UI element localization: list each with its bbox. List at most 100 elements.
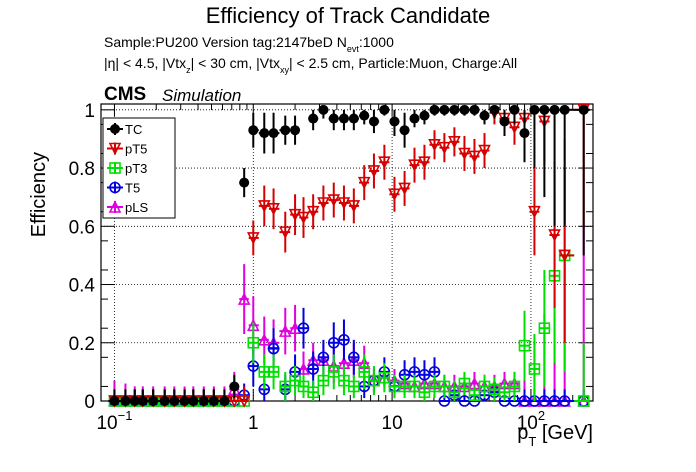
- data-point: [518, 339, 531, 352]
- y-tick-label: 0: [84, 392, 95, 413]
- y-tick-label: 0.2: [69, 334, 95, 355]
- data-point: [438, 380, 451, 393]
- data-point: [399, 125, 410, 136]
- x-tick-label: 102: [517, 408, 545, 434]
- data-point: [297, 362, 310, 375]
- data-point: [290, 125, 301, 136]
- data-point: [528, 205, 541, 219]
- data-point: [418, 386, 431, 399]
- data-point: [348, 351, 360, 364]
- data-point: [398, 182, 411, 196]
- data-point: [367, 165, 381, 178]
- y-tick-label: 1: [84, 101, 95, 122]
- data-point: [528, 363, 541, 375]
- data-point: [489, 104, 500, 115]
- data-point: [408, 380, 421, 393]
- data-point: [229, 381, 240, 392]
- data-point: [348, 380, 360, 393]
- data-point: [357, 176, 371, 190]
- series-tc: [108, 104, 590, 406]
- data-point: [439, 104, 450, 115]
- sample-text: Sample:PU200 Version tag:2147beD N: [104, 34, 347, 50]
- cuts-part-2: | < 30 cm, |Vtx: [190, 55, 280, 71]
- cms-label: CMS: [104, 84, 147, 105]
- data-point: [338, 374, 350, 387]
- data-point: [169, 396, 180, 406]
- data-point: [478, 144, 491, 158]
- data-point: [257, 333, 271, 346]
- nevt-value: :1000: [358, 34, 394, 50]
- sample-info: Sample:PU200 Version tag:2147beD Nevt:10…: [104, 34, 394, 54]
- data-point: [148, 396, 159, 406]
- data-point: [449, 104, 460, 115]
- data-point: [307, 363, 319, 375]
- data-point: [297, 211, 310, 225]
- legend-label: TC: [125, 122, 142, 137]
- data-point: [468, 150, 481, 164]
- data-point: [317, 197, 330, 210]
- chart-title: Efficiency of Track Candidate: [205, 3, 491, 28]
- data-point: [317, 351, 330, 364]
- data-point: [549, 104, 560, 115]
- data-point: [219, 396, 230, 406]
- data-point: [267, 203, 280, 216]
- data-point: [188, 396, 199, 406]
- data-point: [137, 396, 148, 406]
- y-tick-label: 0.8: [69, 159, 95, 180]
- data-point: [519, 128, 530, 139]
- data-point: [248, 125, 259, 136]
- data-point: [378, 156, 391, 170]
- data-point: [428, 138, 441, 152]
- data-point: [279, 380, 292, 393]
- data-point: [208, 396, 219, 406]
- data-point: [327, 366, 340, 378]
- data-point: [179, 396, 190, 406]
- data-point: [418, 156, 431, 170]
- data-point: [289, 374, 301, 387]
- nevt-subscript: evt: [346, 44, 359, 54]
- data-point: [558, 249, 571, 263]
- data-point: [129, 396, 140, 406]
- data-point: [278, 324, 292, 337]
- data-point: [308, 113, 319, 124]
- data-point: [247, 336, 260, 349]
- data-point: [318, 104, 329, 115]
- legend-marker: [108, 142, 122, 156]
- data-point: [538, 322, 551, 335]
- data-point: [259, 128, 270, 139]
- legend-marker: [108, 200, 122, 213]
- data-point: [408, 159, 421, 172]
- data-point: [348, 113, 359, 124]
- legend-label: pT5: [125, 142, 147, 157]
- data-point: [559, 104, 570, 115]
- data-point: [558, 395, 571, 407]
- cuts-sub-2: xy: [279, 65, 289, 75]
- simulation-label: Simulation: [162, 86, 242, 105]
- data-point: [239, 177, 250, 188]
- data-point: [307, 386, 319, 399]
- data-point: [198, 396, 209, 406]
- data-point: [109, 396, 120, 406]
- data-point: [317, 374, 330, 387]
- data-point: [288, 321, 302, 335]
- data-point: [548, 229, 561, 242]
- plot-frame: [100, 103, 594, 402]
- data-point: [347, 200, 361, 213]
- data-point: [419, 110, 430, 121]
- data-point: [368, 116, 379, 127]
- legend-marker: [110, 124, 120, 134]
- data-point: [280, 125, 291, 136]
- data-point: [288, 208, 302, 222]
- data-point: [448, 386, 461, 399]
- data-point: [578, 104, 589, 115]
- data-point: [388, 188, 401, 202]
- data-point: [337, 197, 351, 210]
- data-point: [328, 113, 339, 124]
- y-tick-label: 0.6: [69, 217, 95, 238]
- cuts-sub-1: z: [186, 65, 191, 75]
- data-point: [448, 136, 461, 149]
- data-point: [237, 395, 251, 408]
- data-point: [278, 226, 292, 239]
- x-tick-label: 1: [248, 413, 259, 434]
